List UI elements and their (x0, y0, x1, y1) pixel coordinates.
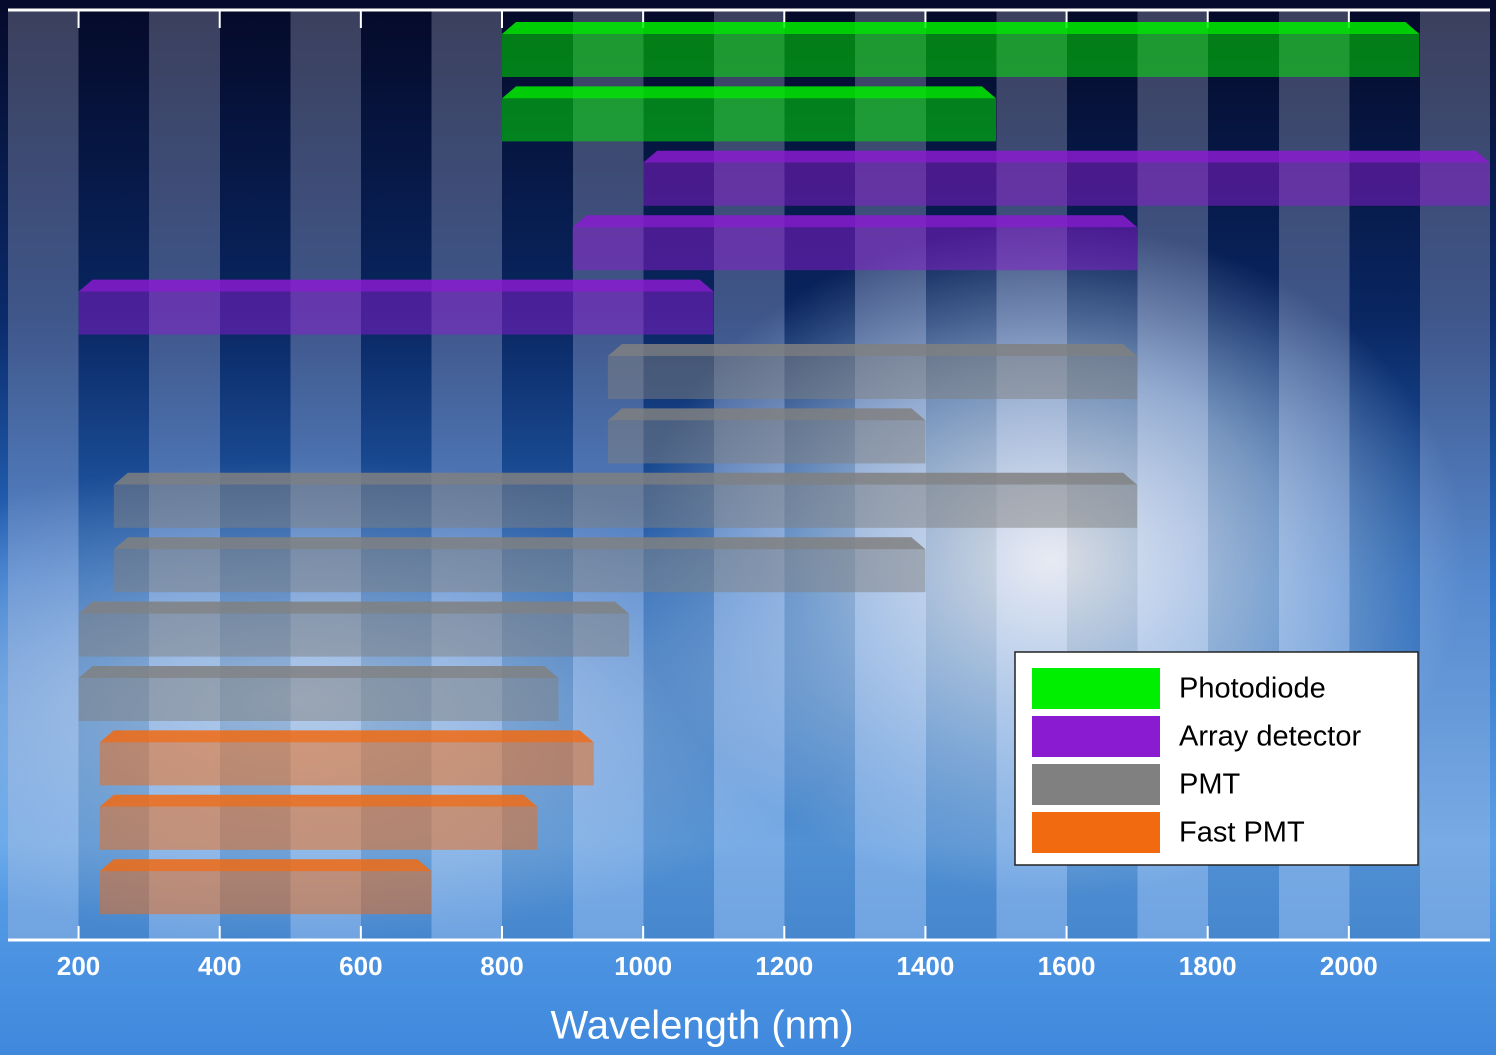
legend-swatch (1032, 716, 1160, 757)
bar (113, 537, 926, 593)
bar-top (643, 150, 1490, 163)
bar-top (78, 666, 559, 678)
bar-front (572, 227, 1138, 271)
x-tick-label: 1200 (755, 951, 813, 981)
bar (99, 859, 432, 915)
x-tick-label: 800 (480, 951, 523, 981)
bar-top (99, 730, 594, 743)
legend-swatch (1032, 668, 1160, 709)
bar-top (113, 537, 926, 550)
bar-front (113, 484, 1138, 528)
bar-front (502, 98, 996, 142)
bar-top (99, 859, 432, 872)
x-tick-label: 2000 (1320, 951, 1378, 981)
bar (502, 86, 996, 142)
bar (607, 408, 926, 464)
legend-label: Fast PMT (1179, 817, 1305, 849)
bar (502, 22, 1420, 77)
bar-front (78, 291, 714, 335)
bar-front (99, 806, 538, 850)
x-tick-label: 1600 (1038, 951, 1096, 981)
bar-front (99, 742, 594, 786)
bar-top (607, 344, 1138, 356)
legend-swatch (1032, 764, 1160, 805)
x-tick-label: 400 (198, 951, 241, 981)
bar-front (78, 613, 630, 657)
bar (113, 472, 1138, 528)
legend-label: Photodiode (1179, 673, 1326, 705)
bar-front (643, 162, 1490, 206)
bar-top (607, 408, 926, 421)
bar-top (78, 601, 630, 614)
bar-top (572, 215, 1138, 228)
x-tick-label: 1800 (1179, 951, 1237, 981)
bar (99, 794, 538, 850)
legend-label: Array detector (1179, 721, 1361, 753)
legend-label: PMT (1179, 769, 1241, 801)
x-tick-label: 200 (57, 951, 100, 981)
x-axis-title: Wavelength (nm) (550, 1004, 853, 1048)
bar-top (502, 22, 1420, 34)
bar (78, 601, 630, 657)
x-tick-label: 600 (339, 951, 382, 981)
bar-front (607, 356, 1138, 399)
bar (78, 279, 714, 335)
bar-front (502, 34, 1420, 77)
bar (572, 215, 1138, 271)
bar (607, 344, 1138, 399)
legend-swatch (1032, 812, 1160, 853)
bar-front (113, 549, 926, 593)
bar (643, 150, 1490, 206)
bar-top (113, 472, 1138, 485)
bar (78, 666, 559, 721)
bar-front (99, 871, 432, 915)
bar-front (78, 678, 559, 721)
bar-front (607, 420, 926, 464)
bar-top (99, 794, 538, 807)
x-tick-label: 1400 (897, 951, 955, 981)
bar-top (502, 86, 996, 99)
x-tick-label: 1000 (614, 951, 672, 981)
bar (99, 730, 594, 786)
bar-top (78, 279, 714, 292)
